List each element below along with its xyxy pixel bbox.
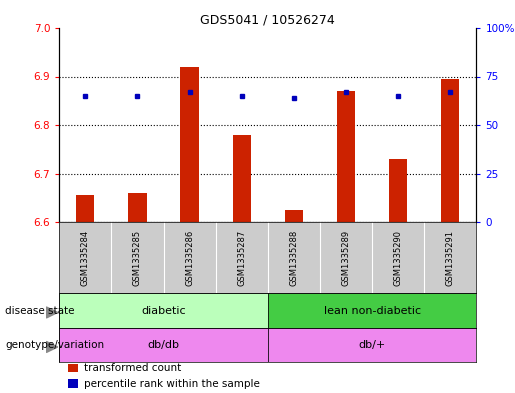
Bar — [128, 193, 147, 222]
Bar — [268, 293, 476, 328]
Bar — [180, 67, 199, 222]
Text: GSM1335290: GSM1335290 — [393, 230, 403, 285]
Polygon shape — [46, 342, 58, 353]
Bar — [389, 159, 407, 222]
Text: diabetic: diabetic — [141, 305, 186, 316]
Bar — [233, 135, 251, 222]
Text: disease state: disease state — [5, 305, 75, 316]
Text: lean non-diabetic: lean non-diabetic — [323, 305, 421, 316]
Bar — [441, 79, 459, 222]
Text: GSM1335287: GSM1335287 — [237, 230, 246, 286]
Title: GDS5041 / 10526274: GDS5041 / 10526274 — [200, 14, 335, 27]
Bar — [67, 364, 78, 373]
Text: GSM1335284: GSM1335284 — [81, 230, 90, 286]
Polygon shape — [46, 307, 58, 318]
Bar — [337, 91, 355, 222]
Text: GSM1335285: GSM1335285 — [133, 230, 142, 286]
Text: genotype/variation: genotype/variation — [5, 340, 104, 350]
Text: GSM1335286: GSM1335286 — [185, 230, 194, 286]
Bar — [268, 328, 476, 362]
Bar — [76, 195, 94, 222]
Bar — [59, 328, 268, 362]
Text: GSM1335291: GSM1335291 — [446, 230, 455, 285]
Text: GSM1335289: GSM1335289 — [341, 230, 351, 286]
Bar — [285, 210, 303, 222]
Text: db/db: db/db — [147, 340, 180, 350]
Text: GSM1335288: GSM1335288 — [289, 230, 298, 286]
Bar — [59, 293, 268, 328]
Text: transformed count: transformed count — [84, 363, 181, 373]
Text: db/+: db/+ — [358, 340, 386, 350]
Bar — [67, 379, 78, 388]
Text: percentile rank within the sample: percentile rank within the sample — [84, 378, 260, 389]
